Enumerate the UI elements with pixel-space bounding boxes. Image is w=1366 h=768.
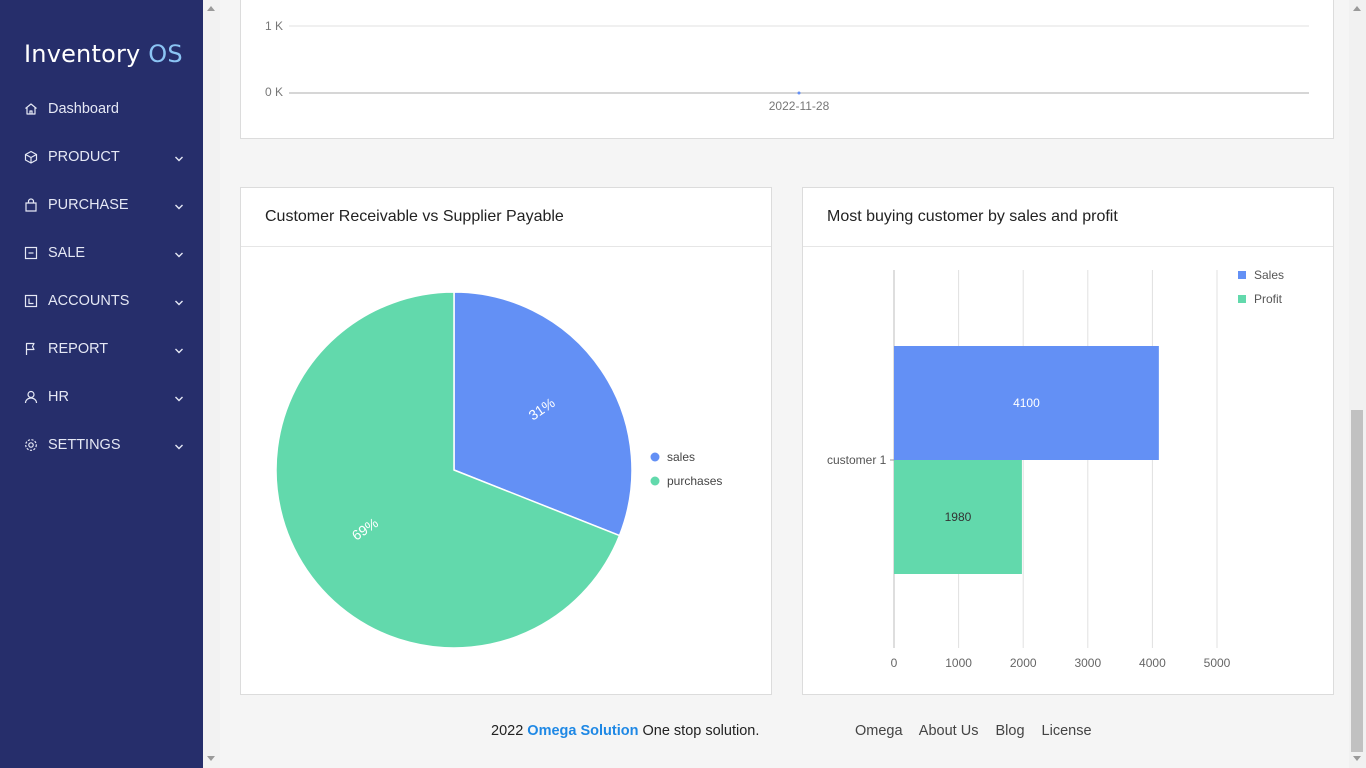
sidebar-item-purchase[interactable]: PURCHASE [0,185,203,225]
scroll-up-icon[interactable] [1353,6,1361,11]
sidebar-item-hr[interactable]: HR [0,377,203,417]
footer-link-license[interactable]: License [1041,723,1092,739]
receipt-icon [24,246,38,260]
sidebar-item-label: SETTINGS [48,437,121,453]
footer-link-omega[interactable]: Omega [855,723,903,739]
app-name: Inventory [24,40,141,68]
chevron-down-icon [174,248,184,258]
app-logo[interactable]: Inventory OS [24,40,183,68]
wallet-icon [24,294,38,308]
chevron-down-icon [174,296,184,306]
legend-marker [650,476,660,486]
card-title: Customer Receivable vs Supplier Payable [241,188,771,247]
sidebar-scroll-down-icon[interactable] [207,756,215,761]
sidebar-scroll-up-icon[interactable] [207,6,215,11]
sidebar-scrollbar[interactable] [203,0,220,768]
receivable-payable-card: Customer Receivable vs Supplier Payable … [240,187,772,695]
sidebar-item-label: PRODUCT [48,149,120,165]
sales-purchase-chart-card: 1 K 0 K 2022-11-28 [240,0,1334,139]
bar-chart: 0 1000 2000 3000 4000 5000 4100 1980 customer 1 S… [827,268,1284,670]
pie-slice-sales[interactable] [453,291,633,537]
chevron-down-icon [174,200,184,210]
bar-profit[interactable] [894,460,1022,574]
bar-sales[interactable] [894,346,1159,460]
legend-label: sales [667,450,695,464]
sidebar-item-dashboard[interactable]: Dashboard [0,89,203,129]
page-scrollbar[interactable] [1349,0,1366,768]
home-icon [24,102,38,116]
y-category-label: customer 1 [827,453,887,467]
sidebar-item-label: ACCOUNTS [48,293,130,309]
bar-value-label: 4100 [1013,396,1040,410]
legend-marker [650,452,660,462]
footer-link-about-us[interactable]: About Us [918,723,979,739]
data-point[interactable] [797,91,801,95]
sidebar-item-settings[interactable]: SETTINGS [0,425,203,465]
flag-icon [24,342,38,356]
chevron-down-icon [174,344,184,354]
sidebar-item-report[interactable]: REPORT [0,329,203,369]
sidebar-item-label: PURCHASE [48,197,129,213]
top-customer-card: Most buying customer by sales and profit… [802,187,1334,695]
footer-copyright: 2022 Omega Solution One stop solution. [491,723,759,739]
legend-label: Sales [1254,268,1284,282]
footer-link-blog[interactable]: Blog [995,723,1025,739]
main-content: 1 K 0 K 2022-11-28 Customer Receivable v… [220,0,1349,768]
legend-label: purchases [667,474,722,488]
footer-year: 2022 [491,723,524,739]
bag-icon [24,198,38,212]
scroll-down-icon[interactable] [1353,756,1361,761]
chevron-down-icon [174,392,184,402]
sidebar-item-label: SALE [48,245,86,261]
box-icon [24,150,38,164]
footer-tagline: One stop solution. [642,723,760,739]
sidebar-item-sale[interactable]: SALE [0,233,203,273]
card-title: Most buying customer by sales and profit [803,188,1333,247]
pie-slice-purchases[interactable] [275,291,621,649]
app-name-accent: OS [148,40,183,68]
gear-icon [24,438,38,452]
chevron-down-icon [174,152,184,162]
x-tick-label: 3000 [1074,656,1101,670]
y-tick-label: 0 K [265,85,283,99]
x-tick-label: 0 [891,656,898,670]
x-tick-label: 1000 [945,656,972,670]
x-tick-label: 2022-11-28 [769,99,830,113]
sidebar-item-label: HR [48,389,69,405]
legend-marker [1238,271,1246,279]
line-chart: 1 K 0 K 2022-11-28 [265,19,1309,113]
footer-links: Omega About Us Blog License [855,723,1105,739]
x-tick-label: 4000 [1139,656,1166,670]
user-icon [24,390,38,404]
sidebar-item-accounts[interactable]: ACCOUNTS [0,281,203,321]
x-tick-label: 5000 [1204,656,1231,670]
chevron-down-icon [174,440,184,450]
legend-label: Profit [1254,292,1283,306]
sidebar-item-product[interactable]: PRODUCT [0,137,203,177]
x-tick-label: 2000 [1010,656,1037,670]
footer-brand-link[interactable]: Omega Solution [527,723,639,739]
bar-value-label: 1980 [945,510,972,524]
legend-marker [1238,295,1246,303]
y-tick-label: 1 K [265,19,283,33]
sidebar: Inventory OS Dashboard PRODUCT PURCHASE … [0,0,203,768]
sidebar-item-label: REPORT [48,341,109,357]
sidebar-item-label: Dashboard [48,101,119,117]
scrollbar-thumb[interactable] [1351,410,1363,752]
